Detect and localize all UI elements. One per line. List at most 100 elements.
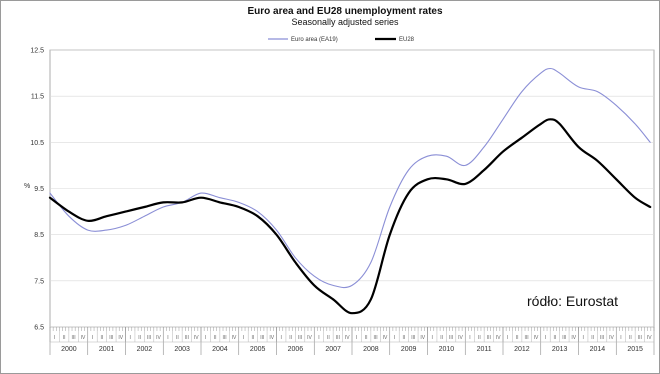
quarter-label: IV xyxy=(609,335,614,341)
quarter-label: II xyxy=(591,335,594,341)
y-tick-label: 9.5 xyxy=(34,186,44,193)
quarter-label: III xyxy=(411,335,415,341)
x-tick-label: 2006 xyxy=(288,346,304,353)
quarter-label: IV xyxy=(232,335,237,341)
quarter-label: IV xyxy=(156,335,161,341)
x-tick-label: 2014 xyxy=(590,346,606,353)
quarter-label: III xyxy=(525,335,529,341)
quarter-label: IV xyxy=(458,335,463,341)
y-tick-label: 12.5 xyxy=(30,48,44,55)
quarter-label: I xyxy=(54,335,55,341)
x-tick-label: 2009 xyxy=(401,346,417,353)
y-axis-labels: 12.5 11.5 10.5 9.5 8.5 7.5 6.5 xyxy=(30,48,44,332)
quarter-label: III xyxy=(487,335,491,341)
quarter-label: II xyxy=(214,335,217,341)
quarter-label: I xyxy=(583,335,584,341)
quarter-label: I xyxy=(545,335,546,341)
y-tick-label: 7.5 xyxy=(34,278,44,285)
quarter-label: I xyxy=(130,335,131,341)
quarter-label: II xyxy=(478,335,481,341)
quarter-label: I xyxy=(469,335,470,341)
quarter-label: I xyxy=(167,335,168,341)
quarter-label: II xyxy=(554,335,557,341)
quarter-label: III xyxy=(638,335,642,341)
quarter-label: IV xyxy=(345,335,350,341)
x-tick-label: 2015 xyxy=(627,346,643,353)
x-tick-label: 2010 xyxy=(439,346,455,353)
x-tick-label: 2001 xyxy=(99,346,115,353)
quarter-label: II xyxy=(440,335,443,341)
quarter-label: II xyxy=(252,335,255,341)
x-tick-label: 2007 xyxy=(325,346,341,353)
quarter-label: II xyxy=(101,335,104,341)
quarter-label: I xyxy=(318,335,319,341)
series-line-euro-area xyxy=(49,67,651,289)
source-note: ródło: Eurostat xyxy=(527,293,618,309)
quarter-label: I xyxy=(507,335,508,341)
quarter-label: I xyxy=(205,335,206,341)
x-tick-label: 2002 xyxy=(137,346,153,353)
y-tick-label: 10.5 xyxy=(30,140,44,147)
quarter-label: IV xyxy=(534,335,539,341)
y-tick-label: 8.5 xyxy=(34,232,44,239)
quarter-label: IV xyxy=(118,335,123,341)
x-tick-label: 2000 xyxy=(61,346,77,353)
quarter-label: III xyxy=(109,335,113,341)
quarter-label: III xyxy=(374,335,378,341)
quarter-label: IV xyxy=(496,335,501,341)
x-tick-label: 2013 xyxy=(552,346,568,353)
x-tick-label: 2011 xyxy=(477,346,492,353)
y-tick-label: 6.5 xyxy=(34,325,44,332)
series-line-eu28 xyxy=(48,118,652,315)
quarter-label: I xyxy=(356,335,357,341)
quarter-label: II xyxy=(327,335,330,341)
y-axis-label: % xyxy=(24,183,30,190)
x-tick-label: 2008 xyxy=(363,346,379,353)
quarter-label: IV xyxy=(81,335,86,341)
quarter-label: III xyxy=(336,335,340,341)
quarter-label: I xyxy=(620,335,621,341)
series-lines xyxy=(48,67,652,315)
x-tick-label: 2003 xyxy=(174,346,190,353)
x-tick-label: 2004 xyxy=(212,346,228,353)
chart-title: Euro area and EU28 unemployment rates xyxy=(247,6,443,17)
quarter-label: I xyxy=(243,335,244,341)
quarter-label: III xyxy=(147,335,151,341)
quarter-label: II xyxy=(629,335,632,341)
x-tick-label: 2012 xyxy=(514,346,530,353)
quarter-label: III xyxy=(562,335,566,341)
quarter-label: III xyxy=(600,335,604,341)
quarter-label: I xyxy=(394,335,395,341)
quarter-label: III xyxy=(72,335,76,341)
quarter-label: II xyxy=(365,335,368,341)
quarter-label: I xyxy=(281,335,282,341)
quarter-label: II xyxy=(138,335,141,341)
quarter-label: II xyxy=(403,335,406,341)
quarter-label: III xyxy=(449,335,453,341)
quarter-label: IV xyxy=(383,335,388,341)
quarter-label: IV xyxy=(571,335,576,341)
quarter-label: IV xyxy=(647,335,652,341)
quarter-label: I xyxy=(92,335,93,341)
quarter-label: I xyxy=(432,335,433,341)
quarter-label: II xyxy=(63,335,66,341)
quarter-label: IV xyxy=(420,335,425,341)
x-tick-label: 2005 xyxy=(250,346,266,353)
quarter-label: IV xyxy=(194,335,199,341)
quarter-label: IV xyxy=(307,335,312,341)
quarter-label: II xyxy=(176,335,179,341)
quarter-label: III xyxy=(185,335,189,341)
quarter-label: III xyxy=(298,335,302,341)
y-tick-label: 11.5 xyxy=(31,94,44,101)
legend: Euro area (EA19) EU28 xyxy=(268,37,415,43)
legend-label-euro-area: Euro area (EA19) xyxy=(291,37,338,43)
quarter-label: II xyxy=(516,335,519,341)
chart-subtitle: Seasonally adjusted series xyxy=(291,17,399,27)
quarter-label: III xyxy=(260,335,264,341)
quarter-label: IV xyxy=(269,335,274,341)
quarter-label: III xyxy=(223,335,227,341)
quarter-label: II xyxy=(289,335,292,341)
